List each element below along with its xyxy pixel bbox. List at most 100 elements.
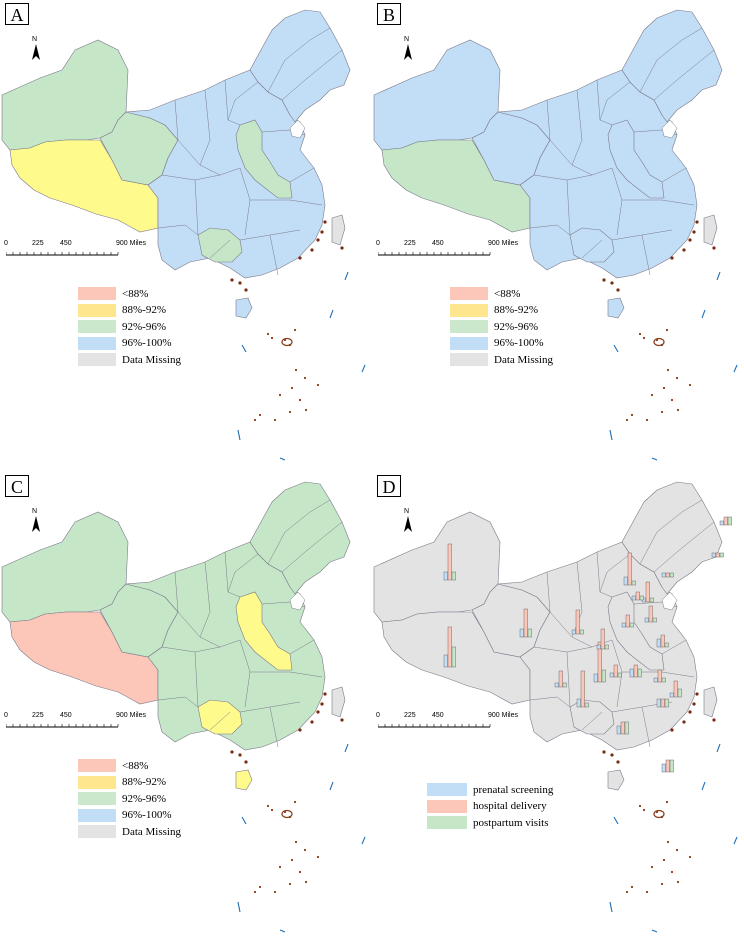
legend-swatch <box>78 808 116 822</box>
region-hainan <box>235 297 253 319</box>
bar-postpartum <box>661 677 666 683</box>
legend-label: postpartum visits <box>473 816 549 829</box>
legend-swatch <box>450 287 488 300</box>
bar-delivery <box>633 664 638 678</box>
legend-swatch <box>450 303 488 317</box>
bar-prenatal <box>519 628 524 638</box>
bar-prenatal <box>661 572 666 578</box>
legend-label: 88%-92% <box>122 304 166 316</box>
bar-postpartum <box>579 629 584 635</box>
legend-item: hospital delivery <box>427 799 553 814</box>
legend-item: prenatal screening <box>427 782 553 797</box>
scale-bar: 0 225 450 900 Miles <box>4 712 150 736</box>
bar-delivery <box>645 581 650 603</box>
region-hainan <box>607 297 625 319</box>
bar-delivery <box>625 614 630 628</box>
scale-tick-label: 450 <box>432 712 444 719</box>
scale-bar: 0 225 450 900 Miles <box>376 240 522 264</box>
legend-item: <88% <box>78 286 181 301</box>
scale-tick-label: 900 Miles <box>488 712 518 719</box>
legend-item: 96%-100% <box>78 808 181 823</box>
bar-prenatal <box>656 638 661 648</box>
legend-label: hospital delivery <box>473 800 547 812</box>
bar-delivery <box>715 552 720 558</box>
scale-tick-label: 0 <box>376 712 380 719</box>
bar-delivery <box>597 641 602 683</box>
legend-swatch <box>78 759 116 772</box>
bar-postpartum <box>624 721 629 735</box>
legend-label: prenatal screening <box>473 783 554 796</box>
bar-postpartum <box>562 682 567 688</box>
bar-delivery <box>523 608 528 638</box>
scale-tick-label: 225 <box>404 240 416 247</box>
bar-delivery <box>580 670 585 708</box>
legend-label: 92%-96% <box>494 320 538 333</box>
region-strip <box>607 591 665 671</box>
legend-swatch <box>450 336 488 350</box>
north-arrow-icon: N <box>29 36 43 62</box>
legend-swatch <box>427 799 467 813</box>
scale-tick-label: 225 <box>32 240 44 247</box>
scale-tick-label: 900 Miles <box>488 240 518 247</box>
panel-label: D <box>377 475 401 497</box>
bar-postpartum <box>669 759 674 773</box>
bar-postpartum <box>669 572 674 578</box>
bar-delivery <box>635 591 640 601</box>
bar-postpartum <box>584 702 589 708</box>
legend-label: <88% <box>122 759 149 772</box>
bar-postpartum <box>451 571 456 581</box>
bar-postpartum <box>649 597 654 603</box>
legend-label: 92%-96% <box>122 792 166 805</box>
region-hainan <box>235 769 253 791</box>
bar-postpartum <box>629 622 634 628</box>
scale-bar: 0 225 450 900 Miles <box>4 240 150 264</box>
legend-swatch <box>78 825 116 838</box>
legend-item: 92%-96% <box>450 319 553 334</box>
bar-prenatal <box>656 698 661 708</box>
bar-prenatal <box>631 595 636 601</box>
map-panel-c: C N 0 225 450 900 Miles <88% 88%-92% 92%-96% 96%-… <box>0 472 372 944</box>
bar-postpartum <box>727 516 732 526</box>
bar-delivery <box>648 605 653 623</box>
china-map <box>373 481 738 933</box>
region-strip <box>235 119 293 199</box>
bar-delivery <box>673 680 678 698</box>
china-map <box>1 481 366 933</box>
region-taiwan <box>703 686 718 718</box>
bar-delivery <box>665 759 670 773</box>
bar-postpartum <box>604 644 609 650</box>
bar-prenatal <box>443 571 448 581</box>
bar-postpartum <box>631 580 636 586</box>
bar-prenatal <box>443 654 448 668</box>
bar-prenatal <box>571 629 576 635</box>
legend-swatch <box>78 775 116 789</box>
legend-item: postpartum visits <box>427 815 553 830</box>
map-panel-b: B N 0 225 450 900 Miles <88% 88%-92% 92%-96% 96%-… <box>372 0 744 472</box>
legend-swatch <box>78 287 116 300</box>
legend-item: Data Missing <box>450 352 553 367</box>
map-panel-a: A N 0 225 450 900 Miles <88% 88%-92% 92%-96% 96%-… <box>0 0 372 472</box>
legend-label: Data Missing <box>122 825 181 838</box>
legend-item: 96%-100% <box>78 336 181 351</box>
bar-prenatal <box>593 673 598 683</box>
bar-postpartum <box>451 646 456 668</box>
bar-postpartum <box>664 698 669 708</box>
legend-label: 92%-96% <box>122 320 166 333</box>
bar-prenatal <box>653 677 658 683</box>
region-taiwan <box>331 686 346 718</box>
bar-postpartum <box>664 642 669 648</box>
bar-postpartum <box>617 672 622 678</box>
bar-prenatal <box>644 617 649 623</box>
bar-postpartum <box>527 628 532 638</box>
bar-postpartum <box>637 668 642 678</box>
scale-tick-label: 225 <box>404 712 416 719</box>
legend-swatch <box>78 303 116 317</box>
scale-tick-label: 450 <box>60 240 72 247</box>
map-legend: <88% 88%-92% 92%-96% 96%-100% Data Missing <box>78 758 181 841</box>
bar-prenatal <box>576 698 581 708</box>
scale-tick-label: 0 <box>4 712 8 719</box>
bar-prenatal <box>616 725 621 735</box>
legend-label: 96%-100% <box>122 337 172 349</box>
bar-delivery <box>620 721 625 735</box>
region-guizhou <box>569 699 615 735</box>
